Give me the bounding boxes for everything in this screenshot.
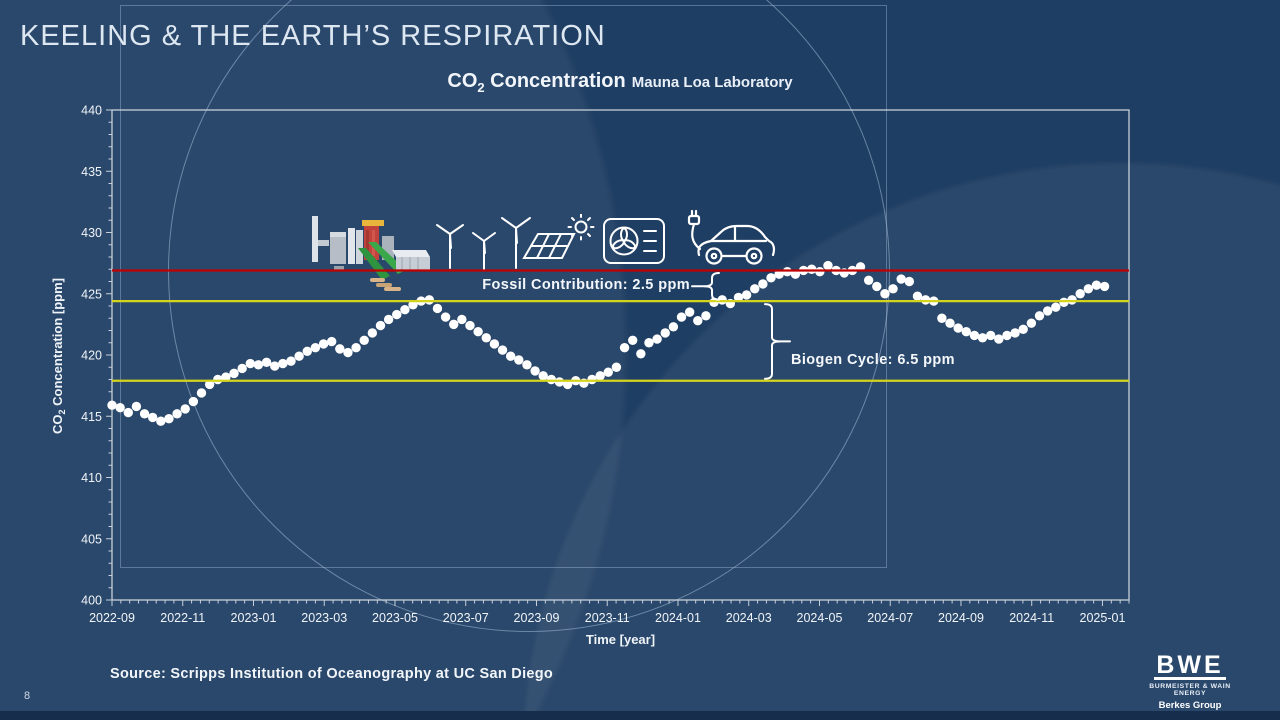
svg-text:2022-11: 2022-11 bbox=[160, 611, 205, 625]
svg-text:2023-05: 2023-05 bbox=[372, 611, 418, 625]
svg-text:2023-01: 2023-01 bbox=[231, 611, 277, 625]
svg-text:2022-09: 2022-09 bbox=[89, 611, 135, 625]
source-text: Source: Scripps Institution of Oceanogra… bbox=[110, 666, 554, 682]
svg-text:2024-01: 2024-01 bbox=[655, 611, 701, 625]
biomass-plant-icon bbox=[306, 200, 434, 297]
chart-subtitle: Mauna Loa Laboratory bbox=[631, 74, 793, 91]
svg-text:2023-07: 2023-07 bbox=[443, 611, 489, 625]
electric-car-icon bbox=[686, 208, 780, 279]
svg-text:2024-07: 2024-07 bbox=[867, 611, 913, 625]
svg-text:2023-11: 2023-11 bbox=[585, 611, 630, 625]
solar-panel-icon bbox=[520, 213, 596, 273]
svg-text:440: 440 bbox=[81, 104, 102, 118]
svg-text:2024-11: 2024-11 bbox=[1009, 611, 1054, 625]
chart-title: CO2 Concentration Mauna Loa Laboratory bbox=[240, 70, 1000, 95]
svg-text:2024-05: 2024-05 bbox=[797, 611, 843, 625]
svg-text:2025-01: 2025-01 bbox=[1080, 611, 1126, 625]
fossil-contribution-label: Fossil Contribution: 2.5 ppm bbox=[482, 277, 690, 293]
svg-text:2023-03: 2023-03 bbox=[301, 611, 347, 625]
svg-text:400: 400 bbox=[81, 594, 102, 608]
svg-text:2024-03: 2024-03 bbox=[726, 611, 772, 625]
slide-title: KEELING & THE EARTH’S RESPIRATION bbox=[20, 20, 606, 52]
svg-text:2023-09: 2023-09 bbox=[514, 611, 560, 625]
chart-title-main: CO2 Concentration bbox=[447, 70, 626, 95]
svg-text:415: 415 bbox=[81, 410, 102, 424]
svg-text:425: 425 bbox=[81, 287, 102, 301]
page-number: 8 bbox=[24, 690, 31, 702]
svg-text:Time [year]: Time [year] bbox=[586, 632, 655, 647]
svg-text:CO2 Concentration [ppm]: CO2 Concentration [ppm] bbox=[50, 278, 67, 434]
bwe-logo-group: Berkes Group bbox=[1158, 700, 1222, 711]
wind-turbines-icon bbox=[432, 210, 534, 277]
svg-text:435: 435 bbox=[81, 165, 102, 179]
heat-pump-icon bbox=[602, 214, 668, 273]
biogen-cycle-label: Biogen Cycle: 6.5 ppm bbox=[791, 352, 955, 368]
svg-text:2024-09: 2024-09 bbox=[938, 611, 984, 625]
bwe-logo-abbr: BWE bbox=[1154, 651, 1226, 680]
svg-text:410: 410 bbox=[81, 471, 102, 485]
bwe-logo-name: BURMEISTER & WAIN ENERGY bbox=[1149, 683, 1231, 697]
svg-text:405: 405 bbox=[81, 532, 102, 546]
svg-text:430: 430 bbox=[81, 226, 102, 240]
svg-text:420: 420 bbox=[81, 349, 102, 363]
bwe-logo: BWE BURMEISTER & WAIN ENERGY Berkes Grou… bbox=[1134, 651, 1246, 712]
bottom-bar bbox=[0, 711, 1280, 720]
